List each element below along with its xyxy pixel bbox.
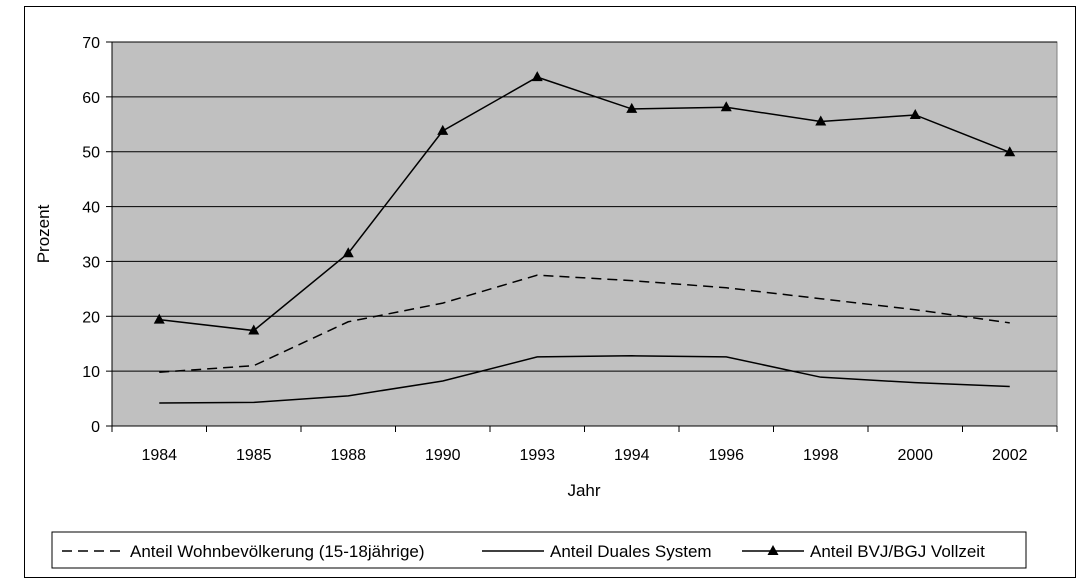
x-axis-title: Jahr xyxy=(567,481,600,500)
data-point-marker xyxy=(531,71,543,82)
x-tick-label: 2000 xyxy=(897,447,933,464)
x-tick-label: 1993 xyxy=(519,447,555,464)
x-tick-label: 1985 xyxy=(236,447,272,464)
legend-label-1: Anteil Duales System xyxy=(550,542,712,561)
x-tick-label: 1994 xyxy=(614,447,650,464)
y-tick-label: 20 xyxy=(82,309,100,326)
series-group xyxy=(153,71,1016,404)
data-point-marker xyxy=(1004,146,1016,157)
y-tick-label: 50 xyxy=(82,145,100,162)
y-tick-label: 30 xyxy=(82,254,100,271)
series-line-0 xyxy=(159,274,1010,373)
x-tick-label: 2002 xyxy=(992,447,1028,464)
y-axis-title: Prozent xyxy=(34,204,53,263)
grid-lines xyxy=(112,41,1057,372)
data-point-marker xyxy=(342,247,354,258)
x-tick-label: 1996 xyxy=(708,447,744,464)
data-point-marker xyxy=(437,124,449,135)
plot-area xyxy=(111,41,1058,427)
legend-label-2: Anteil BVJ/BGJ Vollzeit xyxy=(810,542,985,561)
data-point-marker xyxy=(909,108,921,119)
legend-box xyxy=(51,531,1027,569)
series-line-1 xyxy=(159,355,1010,404)
series-line-2 xyxy=(159,76,1011,332)
x-axis: 1984 1985 1988 1990 1993 1994 1996 1998 2000 2002 xyxy=(111,425,1058,464)
y-tick-label: 0 xyxy=(91,419,100,436)
y-tick-label: 70 xyxy=(82,35,100,52)
legend-marker xyxy=(767,545,779,555)
x-tick-label: 1998 xyxy=(803,447,839,464)
x-tick-label: 1990 xyxy=(425,447,461,464)
x-tick-label: 1984 xyxy=(141,447,177,464)
legend-label-0: Anteil Wohnbevölkerung (15-18jährige) xyxy=(130,542,425,561)
y-tick-label: 40 xyxy=(82,200,100,217)
y-tick-label: 60 xyxy=(82,90,100,107)
data-point-marker xyxy=(626,102,638,113)
data-point-marker xyxy=(720,101,732,112)
data-point-marker xyxy=(153,313,165,324)
y-axis: 0 10 20 30 40 50 60 70 xyxy=(82,35,113,436)
data-point-marker xyxy=(248,324,260,335)
y-tick-label: 10 xyxy=(82,364,100,381)
legend: Anteil Wohnbevölkerung (15-18jährige) Ant… xyxy=(62,542,985,561)
x-tick-label: 1988 xyxy=(330,447,366,464)
data-point-marker xyxy=(815,115,827,126)
